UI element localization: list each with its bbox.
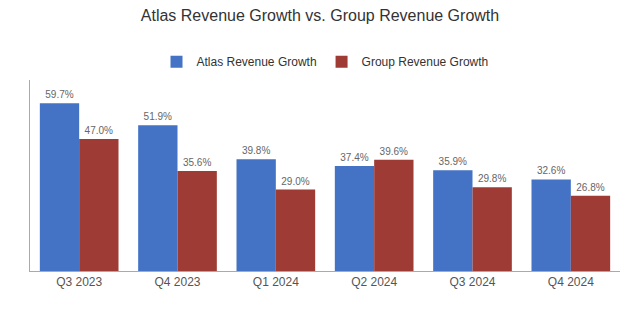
svg-text:29.8%: 29.8% (478, 173, 506, 184)
svg-text:Group Revenue Growth: Group Revenue Growth (362, 55, 489, 69)
svg-text:35.6%: 35.6% (183, 157, 211, 168)
svg-text:39.6%: 39.6% (380, 146, 408, 157)
svg-text:Q3 2023: Q3 2023 (56, 275, 102, 289)
svg-text:Q1 2024: Q1 2024 (253, 275, 299, 289)
svg-text:Atlas Revenue Growth: Atlas Revenue Growth (197, 55, 317, 69)
svg-text:59.7%: 59.7% (45, 89, 73, 100)
svg-text:37.4%: 37.4% (340, 152, 368, 163)
svg-text:Q2 2024: Q2 2024 (351, 275, 397, 289)
svg-text:47.0%: 47.0% (85, 125, 113, 136)
svg-text:32.6%: 32.6% (537, 165, 565, 176)
svg-text:51.9%: 51.9% (144, 111, 172, 122)
svg-text:Q3 2024: Q3 2024 (449, 275, 495, 289)
svg-text:Atlas Revenue Growth vs. Group: Atlas Revenue Growth vs. Group Revenue G… (141, 7, 499, 24)
svg-text:39.8%: 39.8% (242, 145, 270, 156)
svg-text:29.0%: 29.0% (281, 176, 309, 187)
svg-text:26.8%: 26.8% (576, 182, 604, 193)
svg-text:Q4 2024: Q4 2024 (548, 275, 594, 289)
svg-text:35.9%: 35.9% (439, 156, 467, 167)
svg-text:Q4 2023: Q4 2023 (154, 275, 200, 289)
